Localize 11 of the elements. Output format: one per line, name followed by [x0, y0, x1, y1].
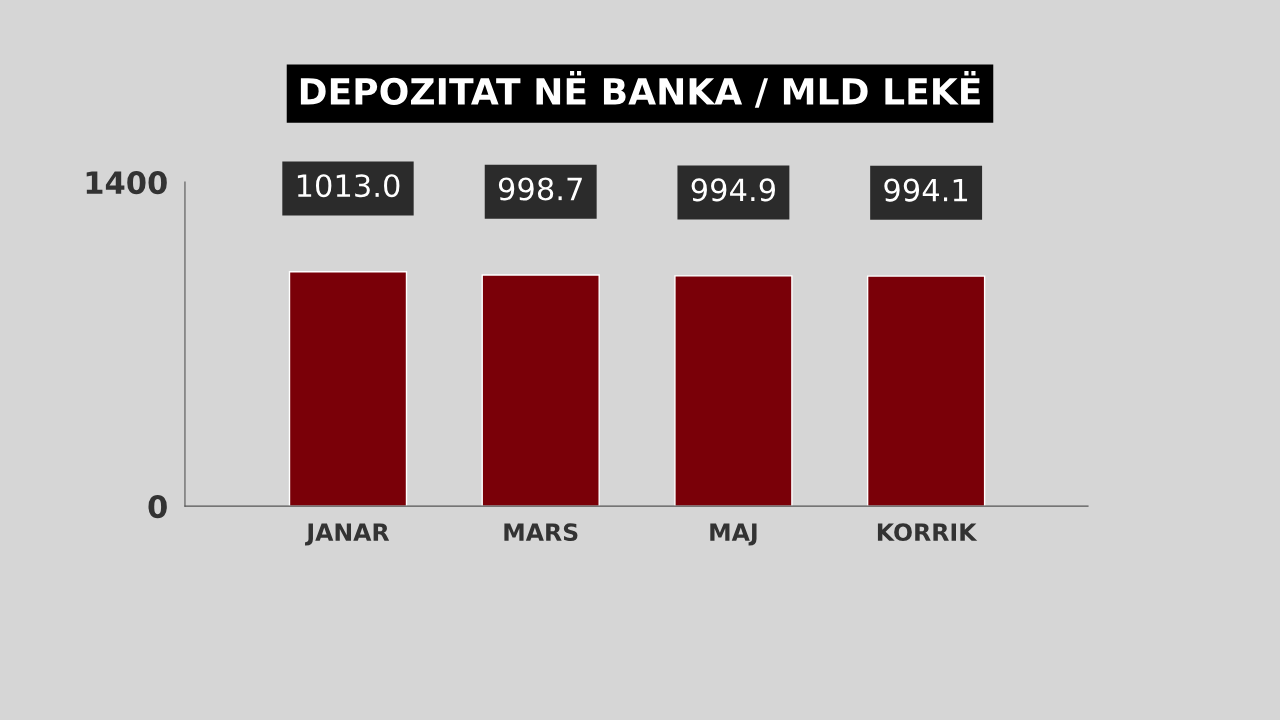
x-tick-label: JANAR	[305, 523, 390, 546]
y-tick-label: 1400	[86, 171, 167, 195]
chart-title: DEPOZITAT NË BANKA / MLD LEKË	[300, 71, 980, 108]
x-tick-label: KORRIK	[877, 523, 978, 542]
data-label: 1013.0	[297, 174, 400, 198]
x-tick-label: MAJ	[710, 523, 757, 546]
data-label: 994.9	[691, 178, 775, 202]
data-label: 994.1	[884, 178, 968, 202]
data-label: 998.7	[498, 177, 582, 201]
y-tick-label: 0	[148, 495, 167, 519]
x-tick-label: MARS	[504, 523, 578, 542]
